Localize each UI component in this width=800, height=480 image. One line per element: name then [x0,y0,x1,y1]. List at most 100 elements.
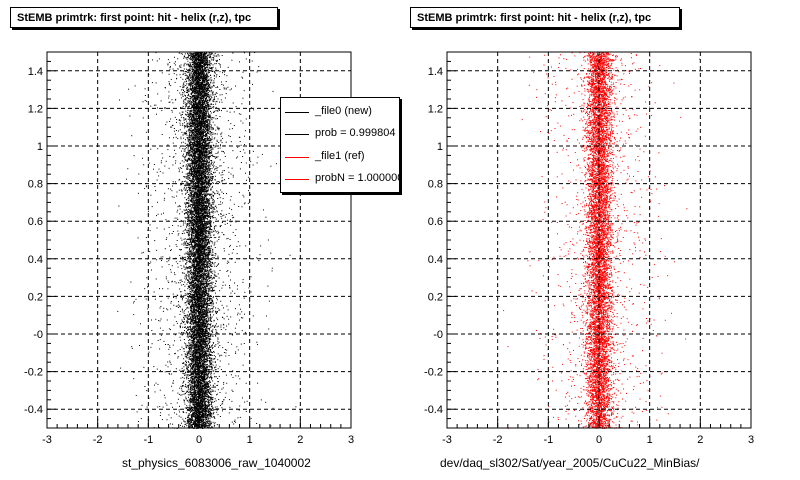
left-point [207,212,209,214]
left-point [212,397,214,399]
left-point [207,425,209,427]
left-point [194,197,196,199]
left-point [211,67,213,68]
left-point [217,147,219,149]
left-point [195,197,197,199]
left-point [191,190,193,192]
left-point [221,94,223,96]
left-point [204,350,206,352]
left-point [207,333,209,335]
left-point [170,271,172,273]
left-point [207,60,209,62]
left-point [207,106,209,107]
left-point [192,424,194,426]
left-point [216,100,218,102]
left-point [182,111,184,113]
left-point [186,184,188,186]
left-point [196,229,198,231]
left-point [199,110,201,112]
left-point [184,142,186,144]
left-point [204,61,206,63]
left-point [216,168,218,170]
left-point [207,178,208,180]
left-point [178,119,180,121]
left-point [194,325,196,327]
left-point [215,400,217,402]
left-point [205,110,207,112]
left-point [190,400,192,402]
left-point [186,166,188,168]
left-point [192,277,194,278]
left-point [213,111,214,113]
left-point [197,256,199,258]
left-point [191,105,193,107]
left-point [188,234,190,236]
left-point [200,265,202,267]
left-point [180,189,182,191]
left-point [207,219,209,221]
left-point [189,405,191,407]
left-point [207,318,209,320]
left-point [195,289,196,290]
left-point [209,232,211,234]
left-point [196,334,197,336]
left-point [183,94,185,96]
left-point [196,250,198,252]
left-point [217,378,219,379]
left-point [174,274,176,276]
left-point [191,294,193,296]
left-point [194,244,196,245]
left-point [201,275,203,277]
left-point [191,265,193,267]
left-point [185,177,187,179]
left-point [206,332,208,334]
left-point [194,89,196,91]
left-point [192,305,194,307]
left-point [172,406,173,408]
left-point [190,330,192,332]
left-point [237,314,238,316]
left-point [209,259,211,261]
left-point [201,144,203,146]
left-point [203,245,205,247]
left-point [187,332,189,334]
left-point [182,230,184,232]
left-point [157,340,159,341]
left-point [208,348,210,350]
left-point [190,400,192,402]
left-point [138,173,140,175]
left-point [189,374,190,376]
left-point [207,256,209,258]
left-point [196,166,198,168]
left-point [183,312,185,314]
left-point [187,102,189,104]
left-point [217,230,219,232]
left-point [202,359,204,361]
left-point [202,191,204,193]
left-point [208,409,210,411]
left-point [165,402,167,404]
left-point [199,130,201,132]
left-point [169,65,171,67]
left-point [202,201,203,203]
left-point [182,94,183,96]
left-point [207,399,209,401]
left-point [186,405,188,407]
left-point [205,310,207,312]
left-point [187,253,189,255]
left-point [216,385,218,386]
left-point [208,163,210,165]
left-point [171,126,173,128]
left-point [165,278,167,280]
left-point [195,237,197,239]
left-point [197,200,199,202]
left-point [172,102,174,104]
left-point [159,339,161,341]
left-point [256,341,258,343]
left-point [195,383,197,385]
left-point [184,310,185,312]
left-point [214,146,216,148]
left-point [201,127,203,129]
left-point [188,407,190,408]
left-point [239,378,241,380]
